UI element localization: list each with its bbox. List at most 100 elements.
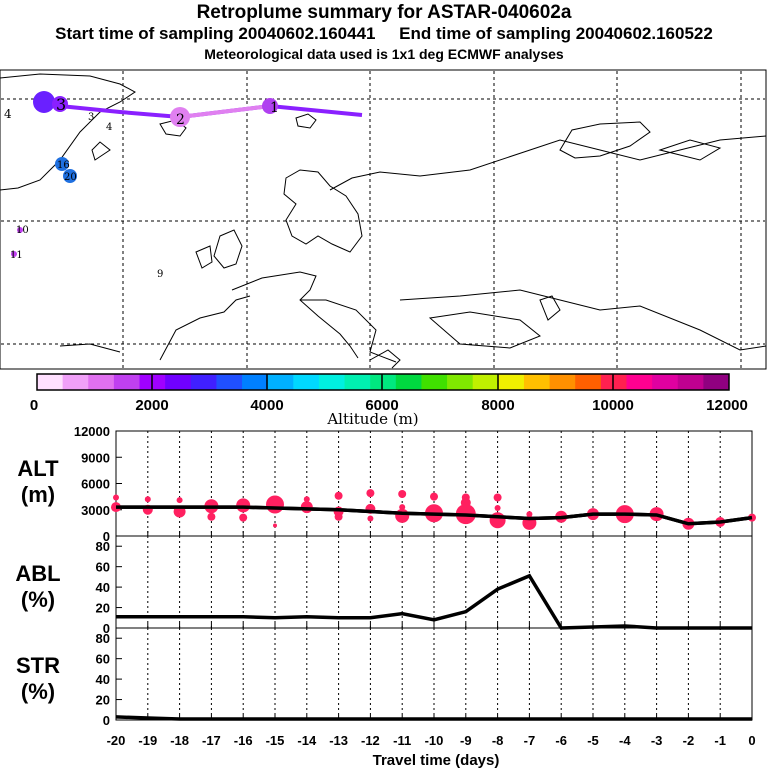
- plot-title: Retroplume summary for ASTAR-040602a: [196, 2, 572, 23]
- colorbar-segment: [267, 374, 294, 390]
- altitude-bubble: [395, 508, 410, 523]
- map-label: 4: [106, 122, 112, 133]
- colorbar-segment: [88, 374, 115, 390]
- x-tick-label: -11: [393, 733, 411, 748]
- x-tick-label: -6: [555, 733, 567, 748]
- time-series-panels: 120009000600030000ALT(m)806040200ABL(%)8…: [15, 424, 756, 748]
- colorbar-segment: [421, 374, 448, 390]
- map-label: 3: [88, 112, 94, 123]
- colorbar-segment: [498, 374, 525, 390]
- x-tick-label: 0: [748, 733, 755, 748]
- colorbar-tick: 8000: [481, 397, 514, 414]
- plume-marker: [55, 157, 69, 171]
- colorbar-tick: 12000: [706, 397, 748, 414]
- colorbar-segment: [472, 374, 499, 390]
- altitude-bubble: [430, 492, 438, 501]
- panel-ylabel: ALT: [17, 456, 59, 481]
- colorbar-segment: [523, 374, 551, 390]
- colorbar-tick: 6000: [365, 397, 398, 414]
- map-label: 2: [176, 112, 185, 128]
- y-tick-label: 40: [96, 580, 110, 595]
- map-coastlines: [0, 73, 767, 369]
- colorbar-segment: [395, 374, 422, 390]
- colorbar-segment: [293, 374, 320, 390]
- altitude-bubble: [398, 490, 407, 498]
- panel-yunit: (%): [21, 679, 55, 704]
- panel-yunit: (m): [21, 482, 55, 507]
- x-tick-label: -10: [425, 733, 444, 748]
- x-tick-label: -1: [714, 733, 726, 748]
- y-tick-label: 12000: [74, 424, 110, 439]
- x-tick-label: -15: [266, 733, 285, 748]
- colorbar-segment: [370, 374, 397, 390]
- colorbar-tick: 4000: [250, 397, 283, 414]
- x-tick-label: -2: [683, 733, 695, 748]
- x-tick-label: -8: [492, 733, 504, 748]
- x-tick-label: -14: [297, 733, 317, 748]
- colorbar-segment: [216, 374, 243, 390]
- colorbar-segment: [318, 374, 346, 390]
- plume-marker: [170, 107, 190, 127]
- altitude-bubble: [207, 512, 216, 521]
- colorbar-segment: [62, 374, 89, 390]
- y-tick-label: 60: [96, 652, 110, 667]
- y-tick-label: 20: [96, 601, 110, 616]
- met-data-note: Meteorological data used is 1x1 deg ECMW…: [204, 46, 564, 62]
- y-tick-label: 9000: [81, 450, 110, 465]
- x-tick-label: -18: [170, 733, 189, 748]
- map-label: 3: [56, 95, 66, 114]
- plume-marker: [52, 96, 68, 112]
- altitude-bubble: [461, 493, 470, 502]
- altitude-bubble: [493, 493, 502, 502]
- y-tick-label: 80: [96, 631, 110, 646]
- altitude-bubble: [334, 491, 343, 500]
- x-tick-label: -3: [651, 733, 663, 748]
- plume-marker: [11, 251, 17, 257]
- altitude-bubble: [266, 495, 284, 514]
- colorbar-segment: [447, 374, 474, 390]
- series-line-abl: [116, 573, 752, 630]
- plume-marker: [17, 227, 23, 233]
- altitude-bubble: [303, 496, 310, 503]
- altitude-bubble: [367, 515, 374, 522]
- colorbar-segment: [703, 374, 730, 390]
- altitude-bubble: [494, 505, 501, 511]
- panel-alt: 12000 9000 6000 3000 0 ALT(m): [17, 424, 756, 544]
- colorbar-segment: [600, 374, 627, 390]
- colorbar-segment: [652, 374, 679, 390]
- y-tick-label: 20: [96, 693, 110, 708]
- altitude-bubble: [334, 512, 343, 521]
- colorbar-ticks: 0 2000 4000 6000 8000 10000 12000: [30, 397, 748, 414]
- panel-ylabel: STR: [16, 653, 60, 678]
- colorbar-tick: 2000: [135, 397, 168, 414]
- map-label: 20: [64, 172, 77, 183]
- y-tick-label: 6000: [81, 477, 110, 492]
- x-tick-label: -5: [587, 733, 599, 748]
- altitude-bubble: [113, 494, 119, 501]
- panel-yunit: (%): [21, 587, 55, 612]
- x-tick-label: -9: [460, 733, 472, 748]
- x-tick-label: -17: [202, 733, 221, 748]
- x-tick-label: -16: [234, 733, 253, 748]
- y-tick-label: 0: [103, 529, 110, 544]
- x-tick-label: -13: [329, 733, 348, 748]
- altitude-bubble: [176, 497, 183, 504]
- map-panel: 4 1 2 3 3 4 16 20 10 11 9: [0, 69, 767, 370]
- trajectory: [11, 91, 363, 257]
- altitude-bubble: [273, 523, 277, 528]
- y-tick-label: 0: [103, 713, 110, 728]
- altitude-bubble: [239, 513, 248, 522]
- colorbar-segment: [344, 374, 371, 390]
- map-grid: [1, 71, 765, 368]
- panel-str: 80 60 40 20 0 STR(%): [16, 627, 753, 728]
- colorbar-segment: [677, 374, 704, 390]
- colorbar-segment: [242, 374, 269, 390]
- map-label: 4: [4, 107, 12, 121]
- altitude-bubble: [144, 496, 151, 503]
- colorbar-segment: [626, 374, 653, 390]
- colorbar-segment: [549, 374, 576, 390]
- map-label: 1: [270, 100, 279, 116]
- y-tick-label: 80: [96, 539, 110, 554]
- colorbar-segment: [165, 374, 192, 390]
- colorbar-segment: [575, 374, 602, 390]
